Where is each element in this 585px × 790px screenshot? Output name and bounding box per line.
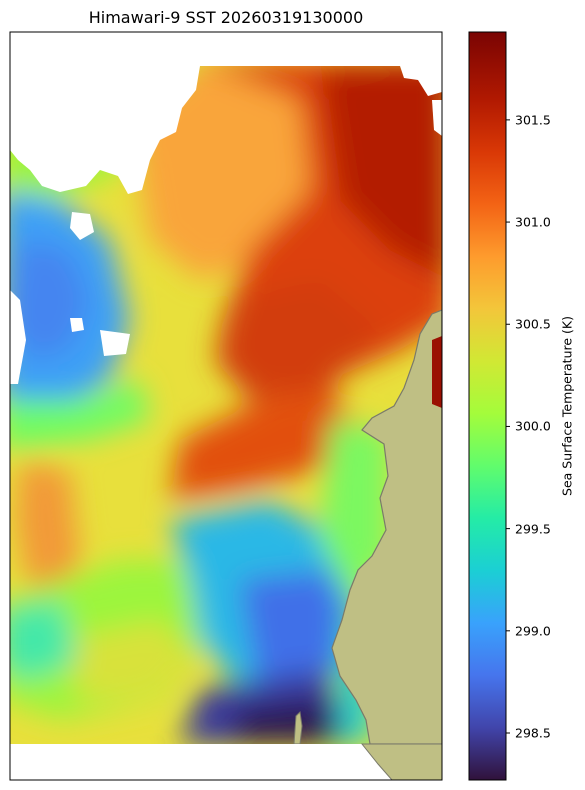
colorbar-tick-label: 299.5 bbox=[515, 521, 551, 537]
colorbar-gradient bbox=[469, 32, 506, 780]
map-frame bbox=[9, 31, 443, 781]
colorbar-tick-label: 300.5 bbox=[515, 316, 551, 332]
colorbar-tick-label: 301.0 bbox=[515, 214, 551, 230]
colorbar-tick-marks bbox=[506, 119, 510, 734]
colorbar-tick-label: 300.0 bbox=[515, 418, 551, 434]
land-area bbox=[293, 309, 442, 744]
nodata-mask bbox=[10, 66, 442, 384]
colorbar-label: Sea Surface Temperature (K) bbox=[559, 316, 575, 496]
colorbar bbox=[468, 31, 510, 781]
map-title: Himawari-9 SST 20260319130000 bbox=[88, 8, 364, 27]
colorbar-tick-label: 299.0 bbox=[515, 623, 551, 639]
colorbar-tick-label: 298.5 bbox=[515, 725, 551, 741]
colorbar-tick-label: 301.5 bbox=[515, 112, 551, 128]
